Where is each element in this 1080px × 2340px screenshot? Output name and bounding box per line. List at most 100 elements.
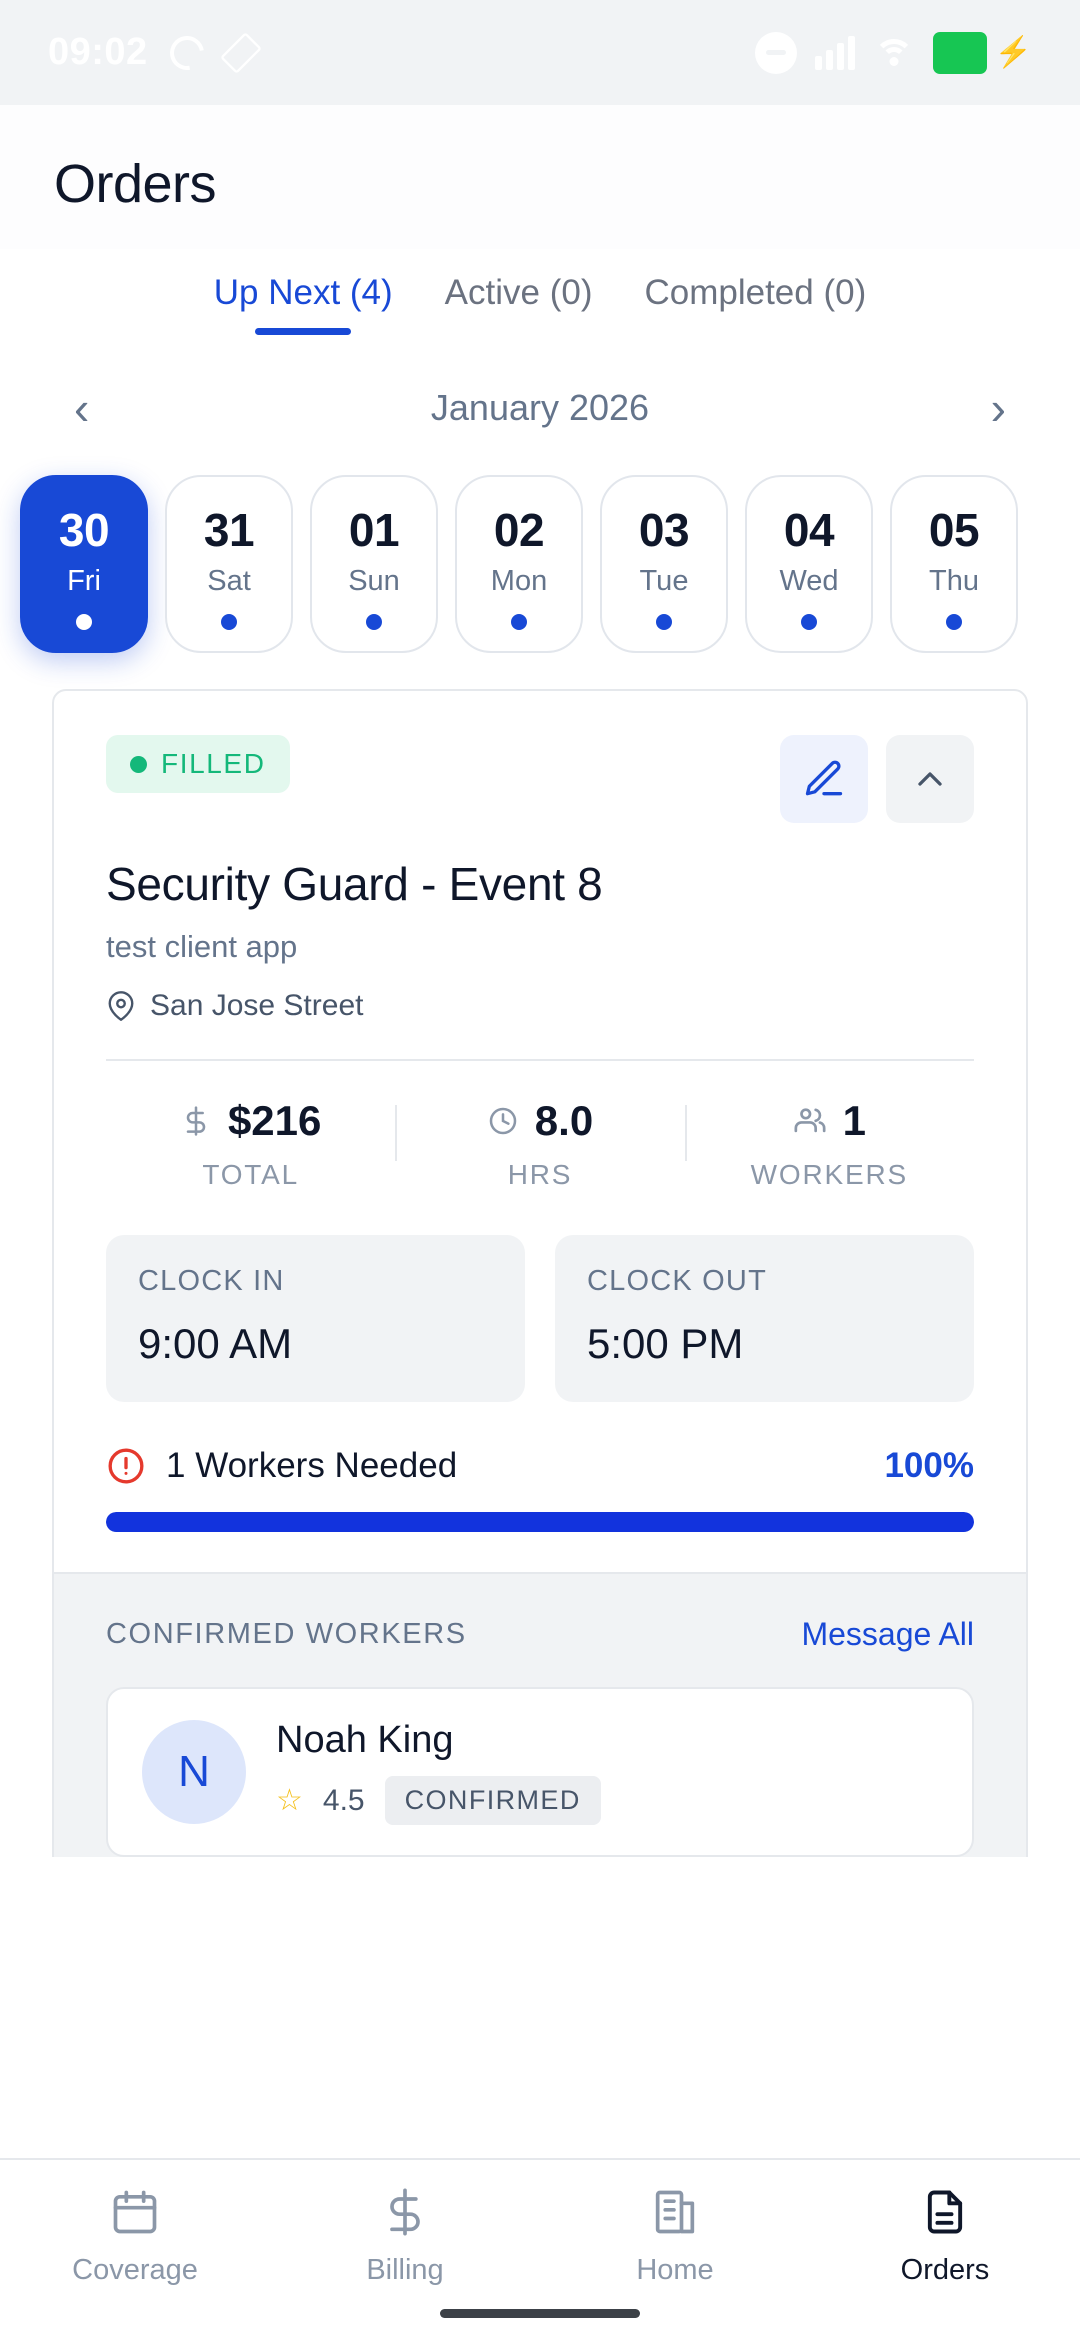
page-title: Orders bbox=[54, 154, 217, 214]
clock-in-label: CLOCK IN bbox=[138, 1265, 285, 1297]
calendar-icon bbox=[113, 2190, 157, 2234]
clock-icon bbox=[489, 1107, 517, 1135]
home-indicator bbox=[440, 2309, 640, 2318]
page-header: Orders bbox=[0, 105, 1080, 249]
date-chip-30[interactable]: 30 Fri bbox=[20, 475, 148, 653]
workers-needed-label: 1 Workers Needed bbox=[166, 1446, 458, 1485]
cellular-signal-icon bbox=[814, 35, 855, 70]
current-month-label: January 2026 bbox=[430, 387, 650, 428]
workers-needed-left: 1 Workers Needed bbox=[106, 1446, 457, 1486]
date-chip-number: 01 bbox=[348, 504, 400, 556]
order-title: Security Guard - Event 8 bbox=[106, 858, 603, 910]
order-location: San Jose Street bbox=[106, 989, 974, 1023]
tab-completed[interactable]: Completed (0) bbox=[618, 259, 892, 313]
date-chip-weekday: Mon bbox=[490, 565, 548, 597]
date-chip-04[interactable]: 04 Wed bbox=[745, 475, 873, 653]
map-pin-icon bbox=[108, 991, 134, 1021]
charging-bolt-icon: ⚡ bbox=[994, 36, 1032, 69]
bottom-navigation: Coverage Billing Home Orders bbox=[0, 2158, 1080, 2340]
tab-bar: Up Next (4) Active (0) Completed (0) bbox=[0, 249, 1080, 335]
date-chip-03[interactable]: 03 Tue bbox=[600, 475, 728, 653]
nav-label-home: Home bbox=[636, 2254, 714, 2286]
confirmed-workers-section: CONFIRMED WORKERS Message All N Noah Kin… bbox=[52, 1574, 1028, 1857]
month-navigator: ‹ January 2026 › bbox=[0, 313, 1080, 431]
date-chip-number: 03 bbox=[638, 504, 690, 556]
date-chip-dot bbox=[366, 614, 382, 630]
dollar-icon bbox=[390, 2188, 420, 2236]
fill-progress-value bbox=[106, 1512, 974, 1532]
tab-up-next[interactable]: Up Next (4) bbox=[188, 259, 419, 335]
tab-active-label: Active (0) bbox=[444, 273, 593, 312]
date-chip-dot bbox=[76, 614, 92, 630]
order-card[interactable]: FILLED Security Guard - Event 8 test cli… bbox=[52, 689, 1028, 1574]
tab-active[interactable]: Active (0) bbox=[419, 259, 619, 313]
chevron-up-icon bbox=[918, 772, 942, 786]
worker-meta: ☆ 4.5 CONFIRMED bbox=[276, 1776, 601, 1825]
order-card-header: FILLED bbox=[106, 735, 974, 823]
order-stats: $216 TOTAL 8.0 HRS bbox=[106, 1061, 974, 1191]
date-chip-dot bbox=[801, 614, 817, 630]
tab-active-underline bbox=[255, 328, 352, 335]
prev-month-button[interactable]: ‹ bbox=[74, 382, 90, 434]
edit-order-button[interactable] bbox=[780, 735, 868, 823]
stat-hours-top: 8.0 bbox=[487, 1097, 593, 1145]
date-chip-31[interactable]: 31 Sat bbox=[165, 475, 293, 653]
status-badge: FILLED bbox=[106, 735, 290, 793]
workers-needed-row: 1 Workers Needed 100% bbox=[106, 1446, 974, 1486]
alert-circle-icon bbox=[108, 1448, 144, 1484]
date-chip-number: 31 bbox=[203, 504, 255, 556]
date-chip-05[interactable]: 05 Thu bbox=[890, 475, 1018, 653]
do-not-disturb-icon bbox=[754, 31, 797, 74]
clock-times: CLOCK IN 9:00 AM CLOCK OUT 5:00 PM bbox=[106, 1235, 974, 1402]
worker-status-badge: CONFIRMED bbox=[384, 1776, 601, 1825]
date-chip-number: 30 bbox=[58, 504, 110, 556]
clock-in-box[interactable]: CLOCK IN 9:00 AM bbox=[106, 1235, 525, 1402]
status-bar-right: ⚡ bbox=[754, 31, 1032, 74]
date-chip-01[interactable]: 01 Sun bbox=[310, 475, 438, 653]
nav-label-billing: Billing bbox=[366, 2254, 444, 2286]
building-icon bbox=[655, 2190, 695, 2234]
worker-info: Noah King ☆ 4.5 CONFIRMED bbox=[276, 1719, 601, 1825]
status-badge-label: FILLED bbox=[161, 748, 266, 779]
clock-out-label: CLOCK OUT bbox=[587, 1265, 767, 1297]
confirmed-workers-title: CONFIRMED WORKERS bbox=[106, 1618, 467, 1650]
battery-icon bbox=[932, 31, 987, 74]
worker-row[interactable]: N Noah King ☆ 4.5 CONFIRMED bbox=[106, 1687, 974, 1857]
nav-item-home[interactable]: Home bbox=[540, 2186, 810, 2287]
nav-label-coverage: Coverage bbox=[72, 2254, 198, 2286]
date-chip-weekday: Sat bbox=[207, 565, 251, 597]
status-bar: 09:02 ⚡ bbox=[0, 0, 1080, 105]
next-month-button[interactable]: › bbox=[990, 382, 1006, 434]
stat-workers-value: 1 bbox=[842, 1097, 866, 1144]
people-icon bbox=[794, 1108, 826, 1133]
stat-hours: 8.0 HRS bbox=[395, 1097, 684, 1191]
stat-total: $216 TOTAL bbox=[106, 1097, 395, 1191]
date-carousel[interactable]: 30 Fri 31 Sat 01 Sun 02 Mon 03 Tue 04 We… bbox=[0, 431, 1080, 689]
confirmed-workers-header: CONFIRMED WORKERS Message All bbox=[106, 1616, 974, 1653]
date-chip-02[interactable]: 02 Mon bbox=[455, 475, 583, 653]
date-chip-dot bbox=[946, 614, 962, 630]
date-chip-weekday: Thu bbox=[929, 565, 979, 597]
date-chip-dot bbox=[656, 614, 672, 630]
fill-progress-bar bbox=[106, 1512, 974, 1532]
document-icon bbox=[927, 2190, 963, 2234]
nav-item-coverage[interactable]: Coverage bbox=[0, 2186, 270, 2287]
collapse-order-button[interactable] bbox=[886, 735, 974, 823]
avatar: N bbox=[142, 1720, 246, 1824]
wifi-icon bbox=[873, 37, 915, 69]
date-chip-number: 05 bbox=[928, 504, 980, 556]
nav-item-billing[interactable]: Billing bbox=[270, 2186, 540, 2287]
nav-item-orders[interactable]: Orders bbox=[810, 2186, 1080, 2287]
stat-workers: 1 WORKERS bbox=[684, 1097, 974, 1191]
pencil-icon bbox=[805, 760, 843, 796]
message-all-button[interactable]: Message All bbox=[801, 1616, 974, 1652]
stat-hours-value: 8.0 bbox=[534, 1097, 594, 1144]
stat-total-value: $216 bbox=[227, 1097, 322, 1144]
order-card-body: FILLED Security Guard - Event 8 test cli… bbox=[54, 691, 1026, 1572]
order-location-label: San Jose Street bbox=[150, 989, 364, 1022]
stat-hours-label: HRS bbox=[507, 1159, 573, 1190]
stat-workers-label: WORKERS bbox=[750, 1159, 908, 1190]
order-client: test client app bbox=[106, 929, 298, 964]
clock-out-box[interactable]: CLOCK OUT 5:00 PM bbox=[555, 1235, 974, 1402]
clock-in-value: 9:00 AM bbox=[138, 1320, 293, 1367]
